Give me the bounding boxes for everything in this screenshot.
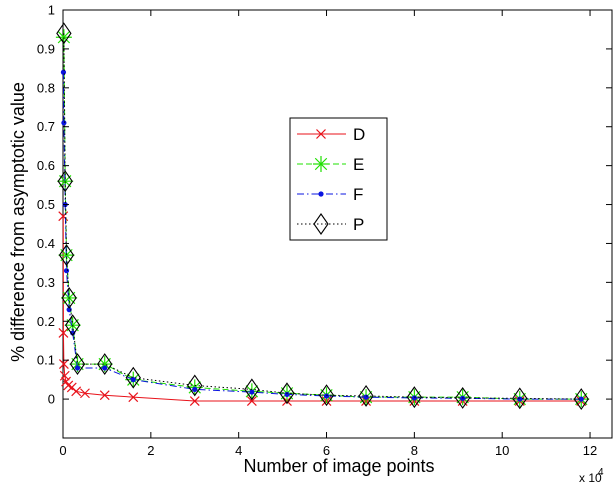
data-point: [323, 393, 330, 399]
data-point: [64, 314, 81, 337]
data-point-stroke: [128, 392, 139, 403]
data-point: [192, 386, 198, 392]
data-point-stroke: [57, 31, 71, 44]
data-point: [58, 328, 69, 338]
y-tick-label: 0.6: [37, 158, 55, 173]
data-point-stroke: [58, 359, 69, 369]
legend-label: D: [353, 125, 365, 144]
data-point-stroke: [61, 376, 71, 387]
data-point: [187, 374, 203, 397]
x-multiplier-label: x 10: [579, 471, 602, 485]
data-point-stroke: [63, 380, 74, 391]
legend-item-P: P: [297, 213, 364, 235]
data-point: [455, 386, 471, 409]
data-point: [59, 370, 70, 381]
data-point: [189, 396, 200, 406]
legend-item-F: F: [297, 185, 363, 204]
series-P: [56, 22, 589, 411]
data-point: [58, 244, 75, 267]
series-F: [60, 69, 584, 402]
data-point: [363, 394, 369, 400]
y-tick-label: 0: [48, 392, 55, 407]
x-tick-label: 12: [583, 443, 597, 458]
data-point: [61, 120, 67, 126]
data-point-stroke: [80, 388, 90, 399]
data-point: [573, 388, 589, 411]
data-point: [56, 22, 72, 45]
x-multiplier-exponent: 4: [598, 467, 604, 478]
y-axis-label: % difference from asymptotic value: [8, 82, 28, 362]
legend-item-E: E: [297, 155, 364, 174]
x-tick-label: 2: [147, 443, 154, 458]
data-point: [66, 307, 72, 313]
data-point: [102, 365, 108, 371]
x-tick-label: 4: [235, 443, 242, 458]
data-point: [63, 268, 70, 274]
series-line: [63, 33, 582, 400]
data-point: [284, 391, 290, 398]
data-point: [57, 170, 73, 193]
data-point: [74, 365, 81, 371]
legend-marker-stroke: [316, 129, 326, 139]
legend-marker: [318, 191, 324, 197]
legend-item-D: D: [297, 125, 365, 144]
x-tick-label: 0: [59, 443, 66, 458]
legend-marker: [313, 156, 329, 172]
y-tick-label: 0.9: [37, 41, 55, 56]
legend-label: E: [353, 155, 364, 174]
legend-label: P: [353, 215, 364, 234]
data-point: [279, 382, 295, 405]
y-tick-label: 0.2: [37, 314, 55, 329]
axis-layer: 0 2 4 6 8 10 12 0 0.1 0.2 0.3 0.4 0.5 0.6 0.7 0.8 0.9 1: [37, 3, 612, 458]
data-point-stroke: [71, 386, 82, 397]
data-point: [80, 388, 90, 399]
series-line: [62, 72, 582, 400]
data-point: [358, 385, 374, 407]
data-point-stroke: [189, 396, 200, 406]
y-tick-label: 0.4: [37, 236, 55, 251]
series-layer: [55, 22, 590, 411]
data-point: [249, 389, 255, 395]
legend-label: F: [353, 185, 363, 204]
y-tick-label: 0.5: [37, 197, 55, 212]
data-point-stroke: [246, 396, 257, 406]
data-point: [69, 353, 86, 376]
x-tick-label: 8: [411, 443, 418, 458]
data-point: [318, 384, 335, 407]
data-point-stroke: [59, 370, 70, 381]
y-tick-label: 0.3: [37, 275, 55, 290]
legend-marker: [313, 213, 329, 235]
data-point: [125, 366, 141, 389]
x-tick-label: 10: [495, 443, 509, 458]
data-point: [60, 69, 67, 75]
y-tick-label: 0.7: [37, 119, 55, 134]
data-point: [130, 377, 136, 383]
data-point: [99, 390, 110, 401]
data-point: [246, 396, 257, 406]
data-point: [61, 286, 77, 309]
legend-marker-stroke: [314, 157, 328, 171]
y-tick-label: 0.1: [37, 353, 55, 368]
data-point: [128, 392, 139, 403]
y-tick-label: 0.8: [37, 80, 55, 95]
x-tick-label: 6: [323, 443, 330, 458]
data-point: [517, 396, 523, 402]
data-point: [58, 359, 69, 369]
legend-box: [289, 117, 388, 241]
data-point: [71, 386, 82, 397]
data-point: [578, 396, 584, 402]
data-point: [411, 395, 417, 401]
data-point: [512, 387, 528, 410]
data-point: [97, 353, 113, 376]
y-tick-label: 1: [48, 3, 55, 18]
x-axis-label: Number of image points: [243, 456, 434, 476]
data-point-stroke: [99, 390, 110, 401]
legend-marker: [316, 129, 326, 139]
data-point-stroke: [58, 328, 69, 338]
data-point: [406, 386, 423, 409]
data-point: [244, 378, 260, 401]
